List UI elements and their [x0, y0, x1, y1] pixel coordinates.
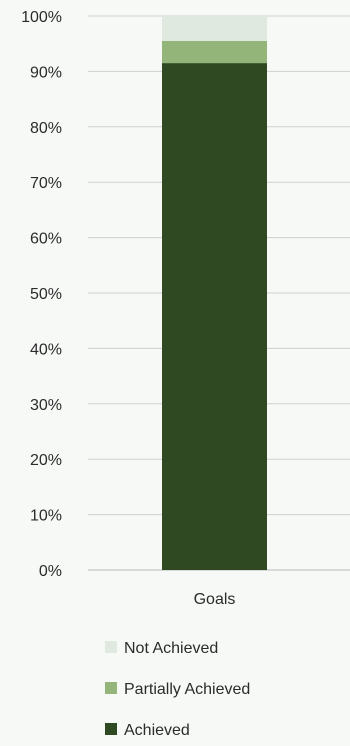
- y-tick-label: 10%: [30, 508, 62, 525]
- legend-label: Not Achieved: [124, 640, 218, 657]
- y-tick-label: 50%: [30, 286, 62, 303]
- y-tick-label: 40%: [30, 341, 62, 358]
- legend-label: Partially Achieved: [124, 681, 250, 698]
- bar-segment-partially-achieved: [162, 40, 267, 64]
- y-tick-label: 100%: [21, 9, 62, 26]
- x-category-label: Goals: [194, 591, 236, 608]
- y-tick-label: 30%: [30, 397, 62, 414]
- y-tick-label: 0%: [39, 563, 62, 580]
- y-tick-label: 20%: [30, 452, 62, 469]
- bar-segment-achieved: [162, 63, 267, 571]
- legend-label: Achieved: [124, 722, 190, 739]
- legend-swatch: [105, 641, 117, 653]
- bar-segment-not-achieved: [162, 16, 267, 41]
- legend-swatch: [105, 723, 117, 735]
- y-tick-label: 80%: [30, 120, 62, 137]
- legend-swatch: [105, 682, 117, 694]
- y-tick-label: 90%: [30, 64, 62, 81]
- y-tick-label: 70%: [30, 175, 62, 192]
- y-tick-label: 60%: [30, 231, 62, 248]
